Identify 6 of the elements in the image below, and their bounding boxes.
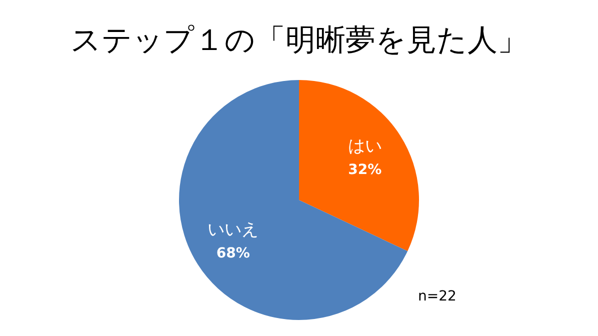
data-label: 32% — [348, 162, 382, 178]
slice-label: いいえ — [208, 220, 259, 240]
data-label: 68% — [216, 245, 250, 262]
text: n=22 — [418, 288, 456, 305]
slice-label: はい — [348, 136, 382, 157]
chart-title: ステップ１の「明晰夢を見た人」 — [70, 22, 528, 58]
